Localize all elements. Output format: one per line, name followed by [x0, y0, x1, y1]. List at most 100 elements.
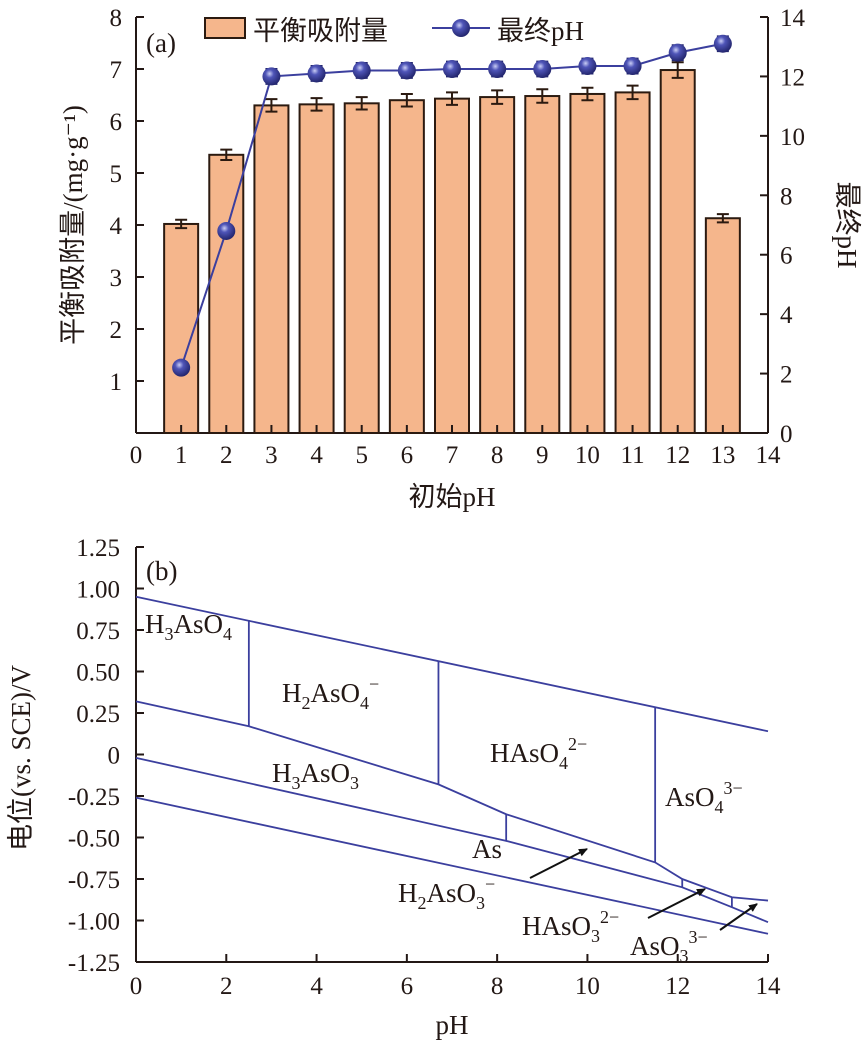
x-tick-label: 9 [536, 442, 549, 469]
label-part: 2− [600, 907, 619, 927]
bar-error-11 [626, 84, 639, 101]
label-part: 4 [223, 624, 232, 644]
y-tick-label: 4 [110, 213, 123, 240]
x-tick-label: 10 [575, 973, 600, 1000]
region-label-h3aso3: H3AsO3 [272, 758, 359, 793]
x-tick-label: 14 [756, 973, 782, 1000]
annotation-arrow [719, 903, 758, 931]
y2-tick-label: 12 [780, 64, 805, 91]
final-ph-point-8 [488, 60, 507, 78]
label-part: AsO [301, 758, 351, 788]
annotation-arrow [529, 848, 588, 879]
bar-2 [208, 153, 245, 435]
bar-7 [434, 97, 470, 434]
region-label-aso4: AsO43− [665, 778, 743, 817]
bar-6 [388, 99, 425, 434]
x-tick-label: 4 [310, 973, 323, 1000]
label-part: 4 [715, 797, 724, 817]
final-ph-point-11 [623, 57, 642, 76]
region-label-h3aso4: H3AsO4 [145, 609, 232, 644]
final-ph-point-1 [172, 358, 191, 377]
legend-bar-label: 平衡吸附量 [253, 16, 388, 46]
bar-error-13 [716, 213, 729, 224]
region-label-haso4: HAsO42− [490, 734, 587, 773]
y-tick-label: 0.75 [76, 618, 120, 645]
panel-b-pourbaix-diagram: 0 2 4 6 8 10 12 14 1.25 1.00 0.75 0.50 0.25 0 -0.25 -0.… [6, 535, 781, 1040]
x-tick-label: 1 [175, 442, 188, 469]
label-part: AsO [665, 782, 715, 812]
final-ph-point-5 [352, 61, 371, 80]
final-ph-point-7 [443, 60, 461, 78]
x-tick-label: 7 [446, 442, 459, 469]
x-tick-label: 14 [756, 442, 782, 469]
x-tick-label: 6 [401, 442, 414, 469]
label-part: 4 [559, 753, 568, 773]
label-part: − [369, 674, 379, 694]
x-tick-label: 11 [621, 442, 645, 469]
label-part: AsO [311, 678, 361, 708]
x-tick-label: 4 [310, 442, 323, 469]
y2-tick-label: 2 [780, 362, 793, 389]
label-part: H [145, 609, 165, 639]
y2-tick-label: 14 [780, 5, 806, 32]
label-part: 2 [418, 893, 427, 913]
y2-axis-title: 最终pH [832, 182, 862, 269]
label-part: AsO [427, 878, 477, 908]
panel-label: (b) [146, 556, 177, 586]
x-tick-label: 0 [130, 973, 143, 1000]
region-label-as: As [472, 834, 502, 864]
y-tick-label: -0.50 [68, 826, 120, 853]
label-part: − [485, 874, 495, 894]
label-part: 3 [476, 893, 485, 913]
y-tick-label: 0.25 [76, 701, 120, 728]
bar-10 [569, 92, 606, 435]
y-tick-label: -1.00 [68, 909, 120, 936]
x-tick-label: 2 [220, 442, 233, 469]
label-part: AsO [630, 931, 680, 961]
y-tick-label: -0.75 [68, 867, 120, 894]
label-part: H [398, 878, 418, 908]
final-ph-point-13 [713, 34, 732, 53]
bar-3 [253, 104, 290, 435]
bar-error-12 [671, 61, 684, 79]
label-part: 3− [689, 927, 708, 947]
x-tick-label: 12 [665, 973, 690, 1000]
bar-error-5 [355, 96, 368, 111]
final-ph-point-12 [668, 43, 687, 62]
bar-error-3 [265, 98, 278, 113]
bar-error-8 [491, 89, 504, 105]
y-tick-label: 5 [110, 161, 123, 188]
y-axis-title: 平衡吸附量/(mg·g⁻¹) [58, 105, 88, 345]
x-tick-label: 3 [265, 442, 278, 469]
y-axis-title: 电位(vs. SCE)/V [6, 664, 36, 851]
final-ph-point-9 [533, 60, 552, 78]
label-part: 3 [680, 946, 689, 966]
x-tick-label: 8 [491, 973, 504, 1000]
y-tick-label: 0 [108, 743, 121, 770]
bar-1 [163, 222, 200, 434]
final-ph-point-6 [397, 61, 416, 80]
label-part: H [272, 758, 292, 788]
boundary-line-0 [135, 595, 769, 733]
legend-bar-swatch [204, 17, 246, 39]
final-ph-point-2 [217, 221, 236, 240]
x-axis-title: 初始pH [409, 482, 496, 512]
bar-error-10 [581, 86, 594, 102]
boundary-line-1 [135, 700, 769, 902]
y2-tick-label: 4 [780, 302, 793, 329]
label-part: 2− [568, 734, 587, 754]
y-tick-label: 1.25 [76, 535, 120, 562]
label-part: 3 [350, 773, 359, 793]
label-part: HAsO [490, 738, 559, 768]
y2-tick-label: 0 [780, 421, 793, 448]
y-tick-label: 6 [110, 109, 123, 136]
bar-error-9 [536, 88, 549, 104]
bar-error-7 [446, 91, 458, 106]
bar-error-4 [310, 97, 323, 112]
label-part: H [282, 678, 302, 708]
y-tick-label: 0.50 [76, 660, 120, 687]
x-tick-label: 8 [491, 442, 504, 469]
x-tick-label: 2 [220, 973, 233, 1000]
label-part: 4 [360, 693, 369, 713]
